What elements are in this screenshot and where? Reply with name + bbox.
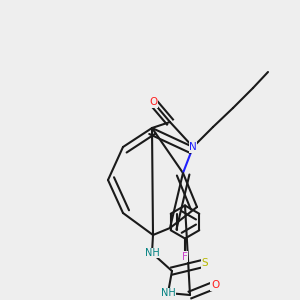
Text: NH: NH xyxy=(145,248,159,258)
Text: O: O xyxy=(149,97,157,107)
Text: S: S xyxy=(202,258,208,268)
Text: N: N xyxy=(189,142,197,152)
Text: O: O xyxy=(211,280,219,290)
Text: NH: NH xyxy=(160,288,175,298)
Text: F: F xyxy=(182,251,188,262)
